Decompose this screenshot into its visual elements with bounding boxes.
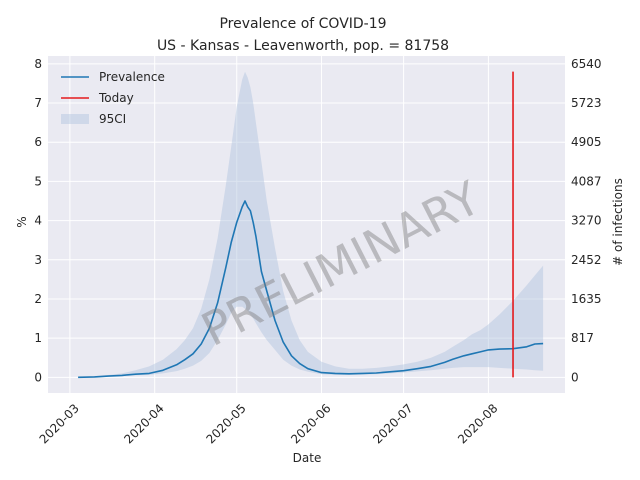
y-tick-label: 5 [34,174,42,188]
x-tick-label: 2020-08 [455,401,500,446]
prevalence-series [78,200,544,379]
right-tick-label: 5723 [571,96,602,110]
y-axis-ticks: 0 1 2 3 4 5 6 7 8 [34,57,42,384]
x-tick-label: 2020-06 [288,401,333,446]
y-tick-label: 1 [34,331,42,345]
right-tick-label: 4087 [571,174,602,188]
y-tick-label: 3 [34,253,42,267]
chart-subtitle: US - Kansas - Leavenworth, pop. = 81758 [157,38,449,54]
right-tick-label: 4905 [571,135,602,149]
right-tick-label: 6540 [571,57,602,71]
right-tick-label: 1635 [571,292,602,306]
y-tick-label: 2 [34,292,42,306]
right-axis-ticks: 0 817 1635 2452 3270 4087 4905 5723 6540 [571,57,602,384]
legend-label: Prevalence [99,70,165,84]
prevalence-line [78,200,544,379]
y-tick-label: 6 [34,135,42,149]
plot-area [48,56,565,393]
right-tick-label: 0 [571,370,579,384]
x-tick-label: 2020-07 [370,401,415,446]
gridlines [48,56,565,393]
legend-label: 95CI [99,112,126,126]
chart-title: Prevalence of COVID-19 [219,16,386,32]
right-axis-label: # of infections [611,178,625,266]
x-axis-ticks: 2020-03 2020-04 2020-05 2020-06 2020-07 2020-… [37,401,501,446]
x-axis-label: Date [293,451,322,465]
x-tick-label: 2020-05 [203,401,248,446]
legend: Prevalence Today 95CI [61,70,165,126]
legend-swatch [61,114,89,124]
y-tick-label: 0 [34,370,42,384]
legend-label: Today [98,91,134,105]
right-tick-label: 2452 [571,253,602,267]
y-tick-label: 8 [34,57,42,71]
y-tick-label: 4 [34,214,42,228]
confidence-band [78,71,544,378]
right-tick-label: 817 [571,331,594,345]
right-tick-label: 3270 [571,214,602,228]
ci-band [78,71,544,378]
x-tick-label: 2020-03 [37,401,82,446]
x-tick-label: 2020-04 [121,401,166,446]
y-tick-label: 7 [34,96,42,110]
y-axis-label: % [15,216,29,227]
